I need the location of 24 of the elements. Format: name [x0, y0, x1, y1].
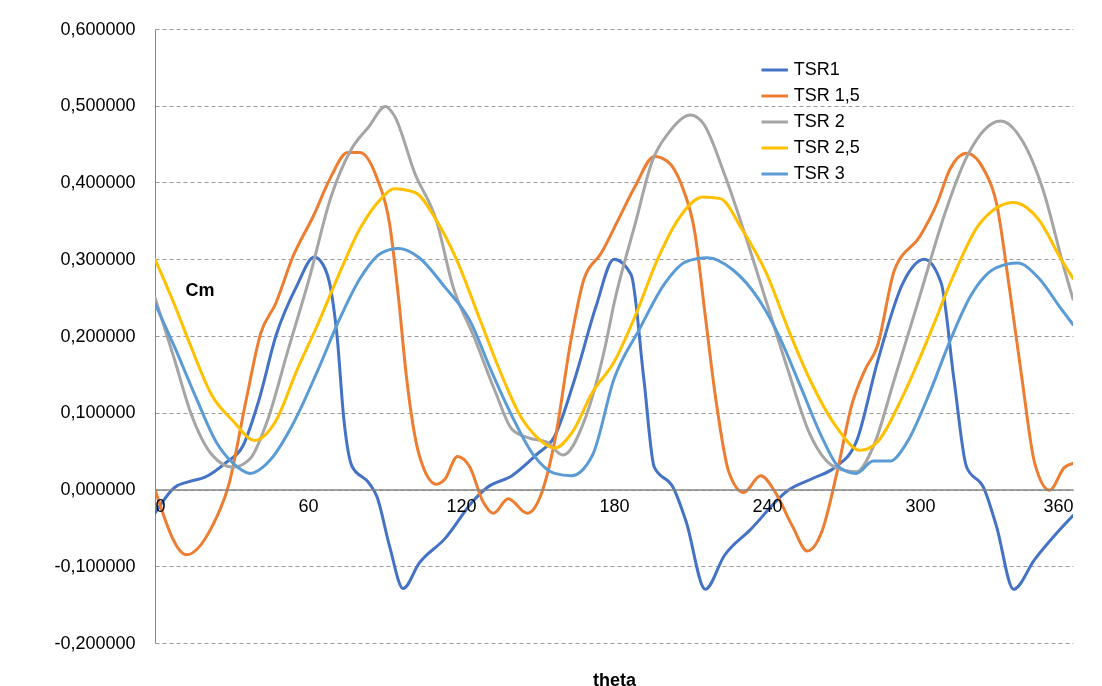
- legend-label: TSR 3: [793, 163, 845, 183]
- x-tick-label: 60: [298, 496, 319, 516]
- y-tick-label: 0,100000: [60, 402, 136, 423]
- y-tick-label: 0,600000: [60, 18, 136, 39]
- y-tick-label: -0,100000: [54, 555, 136, 576]
- line-series: [155, 247, 1073, 478]
- legend-label: TSR 2,5: [793, 137, 860, 157]
- y-tick-label: 0,300000: [60, 248, 136, 269]
- x-axis-title: theta: [592, 669, 637, 686]
- line-series: [155, 187, 1073, 452]
- y-tick-label: 0,200000: [60, 325, 136, 346]
- y-tick-label: 0,000000: [60, 479, 136, 499]
- x-tick-label: 360: [1043, 496, 1074, 516]
- legend-label: TSR1: [793, 59, 840, 79]
- line-series: [155, 105, 1073, 474]
- x-tick-label: 300: [905, 496, 936, 516]
- y-axis-title: Cm: [185, 279, 215, 300]
- y-tick-label: 0,400000: [60, 172, 136, 192]
- legend-label: TSR 2: [793, 111, 845, 131]
- legend-label: TSR 1,5: [793, 85, 860, 105]
- y-tick-label: -0,200000: [54, 632, 136, 653]
- x-tick-label: 180: [599, 496, 630, 516]
- line-series: [155, 255, 1073, 591]
- y-tick-label: 0,500000: [60, 95, 136, 116]
